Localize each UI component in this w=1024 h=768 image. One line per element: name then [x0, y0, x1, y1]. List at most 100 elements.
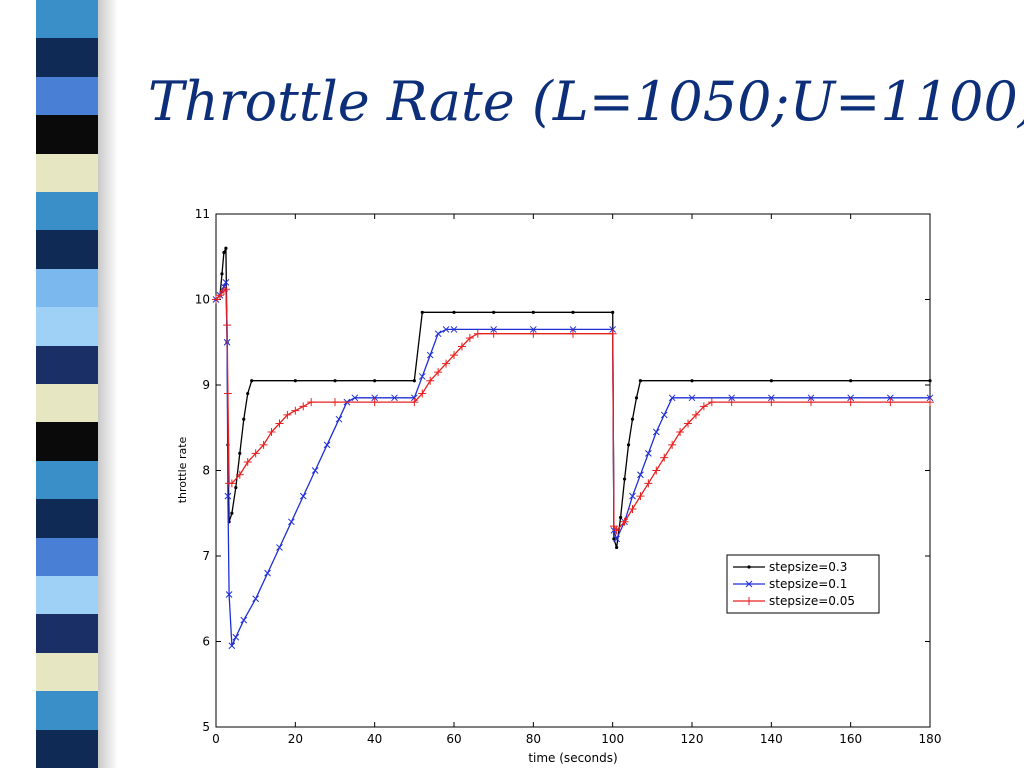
x-axis-ticks: 0 20 40 60 80 100 120 140 160 180: [212, 214, 941, 746]
series-point: [807, 394, 815, 402]
series-point: [222, 279, 230, 286]
series-point: [636, 492, 645, 501]
series-point: [926, 394, 934, 402]
series-point: [807, 398, 815, 407]
series-point: [629, 492, 636, 500]
series-point: [373, 379, 377, 383]
stripe-segment: [36, 614, 98, 654]
stripe-segment: [36, 153, 98, 193]
stripe-segment: [36, 499, 98, 539]
series-point: [699, 402, 708, 411]
series-point: [420, 310, 424, 314]
stripe-segment: [36, 192, 98, 231]
series-point: [250, 379, 254, 383]
series-point: [370, 398, 379, 407]
series-point: [668, 440, 677, 449]
stripe-segment: [36, 652, 98, 692]
series-point: [608, 329, 617, 338]
series-point: [223, 389, 232, 398]
series-point: [630, 417, 635, 421]
y-axis-ticks: 5 6 7 8 9 10 11: [195, 207, 930, 734]
stripe-segment: [36, 422, 98, 462]
stripe-segment: [36, 0, 98, 39]
series-point: [307, 398, 316, 407]
x-tick-label: 180: [919, 732, 942, 746]
series-point: [727, 398, 736, 407]
series-point: [529, 326, 537, 333]
y-axis-label: throttle rate: [176, 436, 189, 503]
series-point: [238, 451, 242, 455]
series-point: [242, 417, 246, 421]
series-point: [846, 398, 855, 407]
series-point: [613, 535, 620, 543]
series-point: [224, 246, 228, 250]
series-point: [228, 642, 236, 650]
series-point: [418, 373, 426, 380]
series-point: [246, 391, 250, 396]
x-tick-label: 40: [367, 732, 382, 746]
series-point: [628, 504, 637, 513]
x-tick-label: 60: [446, 732, 461, 746]
series-point: [212, 295, 220, 304]
y-tick-label: 8: [202, 464, 210, 478]
series-point: [243, 457, 252, 466]
series-point: [335, 415, 343, 423]
series-point: [615, 545, 619, 550]
plot-area: [215, 213, 931, 728]
series-point: [235, 470, 244, 479]
series-point: [291, 406, 300, 415]
decorative-stripe: [0, 0, 118, 768]
series-point: [638, 379, 643, 383]
series-point: [323, 441, 331, 449]
series-point: [660, 411, 668, 419]
series-point: [299, 492, 307, 500]
series-point: [391, 394, 398, 402]
series-point: [612, 537, 616, 541]
series-point: [619, 515, 623, 520]
series-point: [333, 379, 337, 383]
series-line: [215, 282, 930, 647]
series-point: [351, 394, 359, 402]
x-tick-label: 100: [601, 732, 624, 746]
series-point: [645, 450, 652, 457]
series-point: [434, 330, 442, 338]
series-point: [251, 449, 260, 458]
legend-label: stepsize=0.3: [769, 560, 847, 574]
x-tick-label: 20: [288, 732, 303, 746]
series-point: [571, 310, 575, 314]
series-point: [745, 580, 753, 588]
series-point: [457, 342, 466, 351]
stripe-segment: [36, 576, 98, 615]
series-point: [769, 379, 773, 383]
series-point: [426, 351, 434, 359]
y-tick-label: 5: [202, 720, 210, 734]
series-point: [450, 351, 458, 360]
series-point: [688, 394, 696, 402]
y-tick-label: 9: [202, 378, 210, 392]
series-point: [311, 467, 319, 474]
series-point: [569, 329, 577, 338]
series-point: [668, 394, 676, 402]
series-point: [264, 569, 271, 577]
series-point: [371, 394, 379, 402]
y-tick-label: 11: [195, 207, 210, 221]
slide-title: Throttle Rate (L=1050;U=1100): [148, 70, 1024, 133]
series-point: [569, 326, 577, 333]
stripe-segment: [36, 230, 98, 270]
series-point: [691, 410, 700, 419]
legend-label: stepsize=0.1: [769, 577, 847, 591]
series-point: [728, 394, 736, 402]
stripe-segment: [36, 691, 98, 731]
series-point: [492, 310, 496, 314]
series-point: [227, 479, 236, 488]
series-point: [634, 396, 639, 400]
series-point: [886, 394, 894, 402]
series-point: [230, 511, 234, 515]
stripe-segment: [36, 76, 98, 116]
stripe-segment: [36, 460, 98, 500]
series-point: [299, 402, 308, 411]
stripe-segment: [36, 268, 98, 308]
series-point: [267, 428, 276, 437]
series-point: [223, 321, 232, 330]
series-point: [886, 398, 895, 407]
